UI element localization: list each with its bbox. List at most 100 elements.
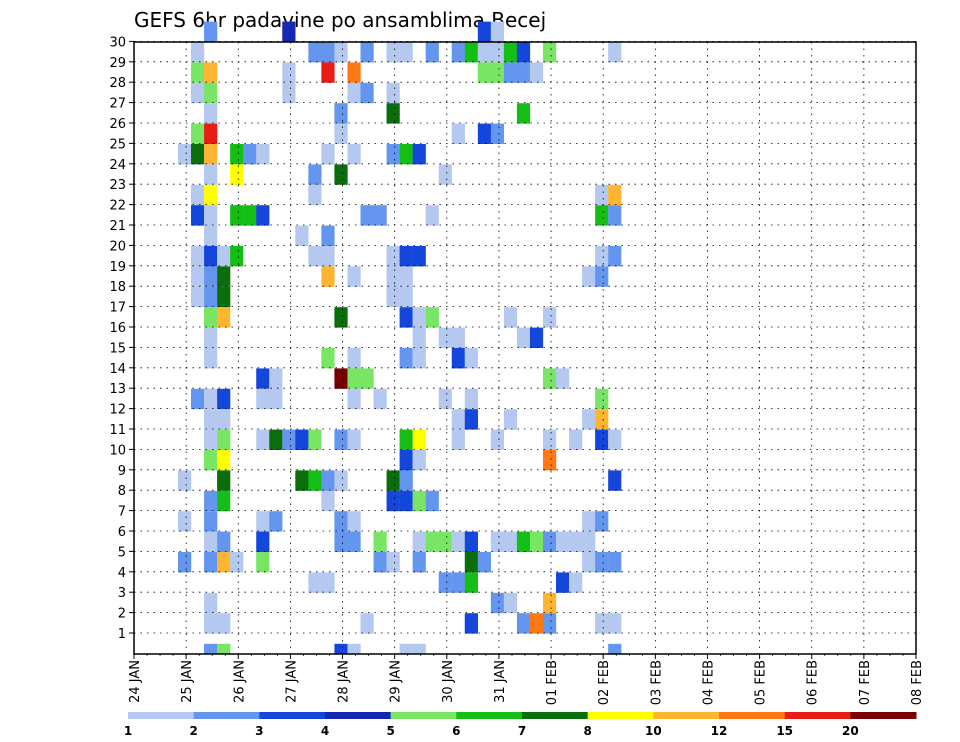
cell <box>191 123 205 144</box>
cell <box>347 62 361 83</box>
chart-title: GEFS 6hr padavine po ansamblima Becej <box>134 8 546 32</box>
cell <box>503 409 518 430</box>
legend-label: 7 <box>518 724 526 738</box>
legend-label: 1 <box>124 724 132 738</box>
cell <box>386 82 400 104</box>
x-tick-label: 07 FEB <box>858 660 873 705</box>
cell <box>217 470 231 491</box>
cell <box>204 21 218 42</box>
legend-label: 10 <box>645 724 662 738</box>
cell <box>360 42 374 63</box>
cell <box>477 123 492 144</box>
x-tick-label: 25 JAN <box>180 660 195 703</box>
cell <box>412 643 426 654</box>
cell <box>542 42 557 63</box>
cell <box>464 613 478 634</box>
legend-swatch <box>522 712 589 719</box>
cell <box>308 470 322 491</box>
legend-label: 12 <box>711 724 728 738</box>
cell <box>347 643 361 654</box>
x-axis: 24 JAN 25 JAN 26 JAN 27 JAN 28 JAN 29 JAN 30 J… <box>128 654 925 705</box>
y-axis: 1234567891011121314151617181920212223242… <box>109 35 134 642</box>
cell <box>217 552 231 573</box>
cell <box>399 348 413 369</box>
cell <box>399 643 413 654</box>
y-tick-label: 25 <box>109 137 126 152</box>
cell <box>386 552 400 573</box>
cell <box>399 42 413 63</box>
cell <box>321 246 335 267</box>
cell <box>256 388 270 410</box>
cell <box>373 388 387 410</box>
x-tick-label: 24 JAN <box>128 660 143 703</box>
cell <box>269 511 283 532</box>
cell <box>321 225 335 246</box>
cell <box>503 531 518 552</box>
cell <box>490 21 505 42</box>
cell <box>399 246 413 267</box>
cell <box>334 307 348 328</box>
cell <box>529 613 544 634</box>
y-tick-label: 6 <box>118 525 126 540</box>
cell <box>503 42 518 63</box>
cell <box>204 307 218 328</box>
cell <box>334 511 348 532</box>
cell <box>542 613 557 634</box>
cell <box>360 613 374 634</box>
cell <box>399 266 413 287</box>
cell <box>595 246 609 267</box>
cell <box>204 531 218 552</box>
cell <box>256 205 270 226</box>
cell <box>490 531 505 552</box>
legend-swatch <box>325 712 392 719</box>
cell <box>217 266 231 287</box>
cell <box>334 531 348 552</box>
cell <box>295 429 309 450</box>
cell <box>438 388 452 410</box>
cell <box>321 348 335 369</box>
cell <box>425 42 439 63</box>
cell <box>334 42 348 63</box>
legend-label: 20 <box>842 724 859 738</box>
cell <box>321 490 335 512</box>
cell <box>608 205 622 226</box>
cell <box>256 511 270 532</box>
cell <box>243 144 257 165</box>
cell <box>360 205 374 226</box>
cell <box>204 62 218 83</box>
cell <box>569 429 583 450</box>
y-tick-label: 11 <box>109 423 126 438</box>
legend-swatch <box>456 712 523 719</box>
cell <box>399 144 413 165</box>
legend-label: 2 <box>189 724 197 738</box>
cell <box>347 144 361 165</box>
cell <box>347 82 361 104</box>
y-tick-label: 18 <box>109 280 126 295</box>
cell <box>347 368 361 389</box>
cell <box>386 470 400 491</box>
x-tick-label: 08 FEB <box>910 660 925 705</box>
cell <box>582 531 596 552</box>
cell <box>321 266 335 287</box>
y-tick-label: 22 <box>109 199 126 214</box>
cell <box>438 327 452 348</box>
cell <box>608 246 622 267</box>
cell <box>230 246 244 267</box>
y-tick-label: 3 <box>118 586 126 601</box>
y-tick-label: 16 <box>109 321 126 336</box>
cell <box>451 348 465 369</box>
cell <box>360 368 374 389</box>
cell <box>464 531 478 552</box>
y-tick-label: 5 <box>118 545 126 560</box>
cell <box>386 490 400 512</box>
cell <box>542 592 557 614</box>
cell <box>582 409 596 430</box>
cell <box>334 429 348 450</box>
cell <box>451 531 465 552</box>
x-tick-label: 26 JAN <box>232 660 247 703</box>
cell <box>529 327 544 348</box>
cell <box>204 266 218 287</box>
cell <box>595 409 609 430</box>
cell <box>204 184 218 206</box>
cells-layer <box>178 21 622 654</box>
